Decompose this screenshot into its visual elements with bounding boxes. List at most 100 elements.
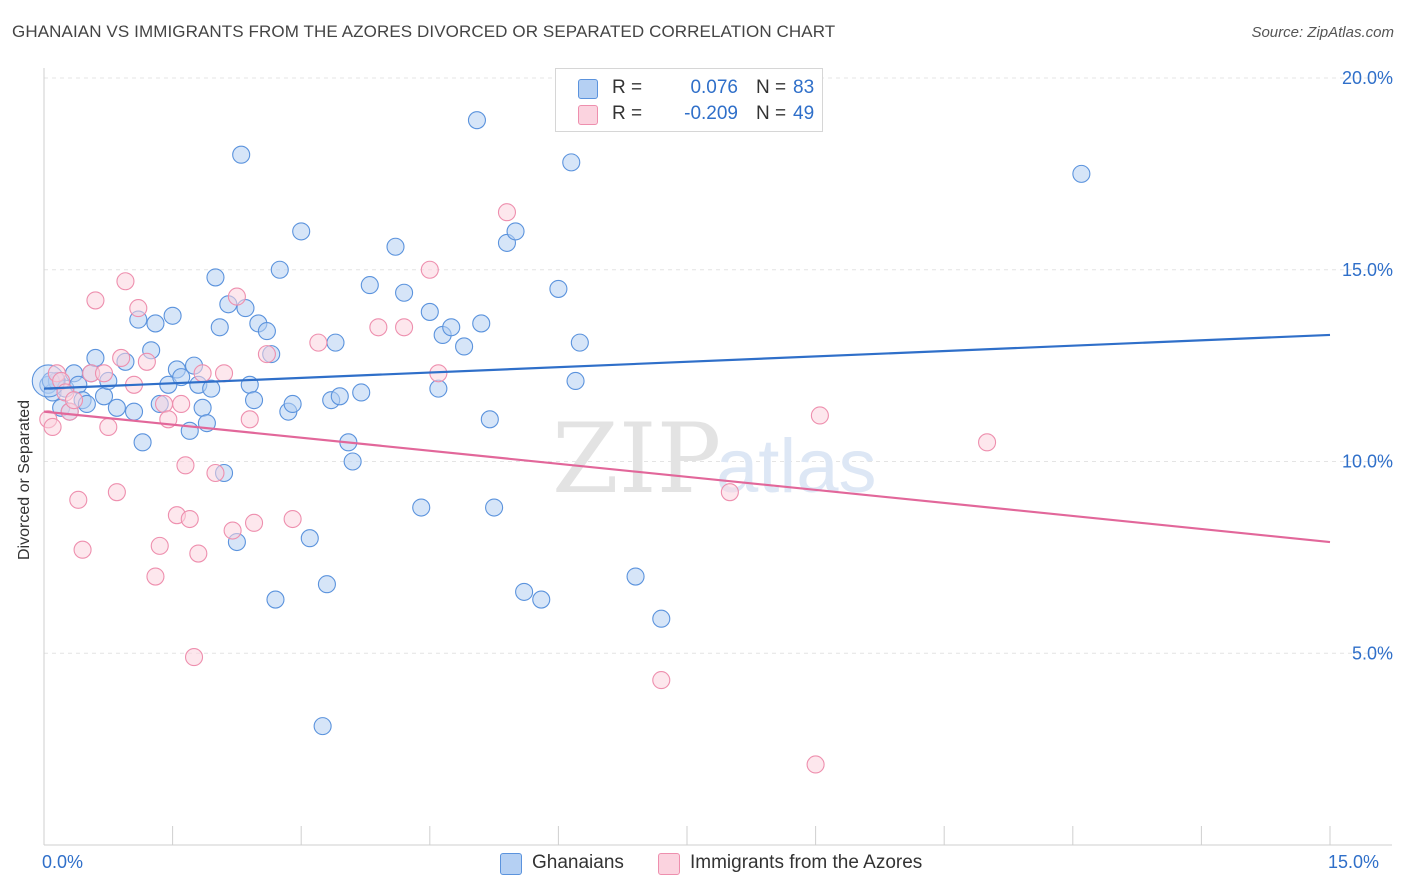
azores-point — [497, 203, 517, 222]
azores-point — [240, 410, 259, 429]
azores-point — [309, 333, 328, 352]
r-label: R = — [612, 103, 643, 124]
azores-point — [99, 417, 118, 437]
azores-point — [154, 394, 174, 414]
watermark-atlas: atlas — [716, 424, 877, 509]
azores-point — [116, 272, 135, 291]
y-tick-label-2: 15.0% — [1342, 260, 1393, 280]
ghanaian-trend-line — [43, 333, 1331, 390]
r-label: R = — [612, 77, 643, 98]
ghanaian-point — [360, 276, 379, 295]
ghanaian-point — [343, 452, 362, 471]
ghanaian-point — [107, 398, 126, 417]
ghanaian-point — [313, 717, 332, 736]
ghanaian-point — [626, 567, 645, 586]
ghanaian-point — [472, 314, 491, 333]
ghanaian-point — [232, 145, 251, 164]
azores-point — [69, 490, 88, 509]
ghanaian-point — [163, 306, 182, 325]
n-value: 83 — [793, 77, 815, 98]
azores-point — [420, 260, 439, 279]
azores-point — [193, 364, 212, 383]
y-tick-label-0: 5.0% — [1352, 643, 1393, 663]
ghanaian-point — [172, 368, 191, 387]
azores-point — [257, 345, 276, 364]
stats-legend: R = 0.076 N = 83 R = -0.209 N = 49 — [555, 68, 823, 132]
ghanaian-point — [244, 391, 264, 410]
azores-point — [176, 456, 195, 475]
ghanaian-point — [146, 314, 165, 333]
ghanaian-point — [420, 302, 439, 321]
azores-point — [395, 318, 414, 337]
azores-point — [978, 433, 997, 452]
azores-point — [214, 364, 234, 383]
y-tick-labels: 5.0% 10.0% 15.0% 20.0% — [1342, 68, 1393, 663]
chart-title: GHANAIAN VS IMMIGRANTS FROM THE AZORES D… — [12, 22, 836, 41]
azores-trend-line — [43, 410, 1331, 544]
azores-point — [244, 513, 264, 532]
ghanaian-point — [485, 498, 504, 517]
x-tick-label-max: 15.0% — [1328, 852, 1380, 872]
x-tick-label-min: 0.0% — [42, 852, 84, 872]
azores-point — [810, 406, 829, 425]
n-label: N = — [756, 103, 787, 124]
azores-point — [73, 540, 92, 559]
azores-point — [180, 509, 199, 529]
azores-point — [43, 417, 62, 437]
ghanaian-point — [193, 398, 212, 417]
ghanaian-point — [652, 609, 671, 628]
ghanaian-point — [395, 283, 414, 302]
source-label: Source: ZipAtlas.com — [1251, 24, 1394, 41]
azores-point — [369, 318, 388, 337]
watermark: ZIP atlas — [552, 403, 877, 515]
azores-point — [129, 299, 148, 318]
legend-swatch-azores — [578, 105, 598, 125]
r-value: -0.209 — [684, 103, 738, 124]
azores-point — [64, 391, 84, 410]
n-label: N = — [756, 77, 787, 98]
legend-swatch-ghanaians — [578, 79, 598, 99]
ghanaian-point — [429, 379, 448, 398]
ghanaian-point — [352, 383, 371, 402]
ghanaian-point — [270, 260, 289, 279]
ghanaian-point — [442, 318, 461, 337]
ghanaian-point — [210, 318, 229, 337]
watermark-zip: ZIP — [552, 403, 721, 515]
ghanaian-point — [1072, 164, 1091, 183]
ghanaian-point — [455, 337, 474, 356]
azores-point — [283, 509, 302, 529]
ghanaian-point — [467, 111, 487, 130]
azores-point — [107, 483, 126, 502]
azores-point — [184, 648, 204, 667]
ghanaian-point — [292, 222, 311, 241]
ghanaian-point — [124, 402, 144, 421]
azores-point — [806, 755, 825, 774]
trend-lines — [43, 333, 1331, 544]
azores-point — [150, 536, 169, 555]
legend-label-ghanaians: Ghanaians — [532, 852, 624, 873]
grid-lines — [44, 77, 1392, 654]
axes — [43, 68, 1392, 846]
r-value: 0.076 — [690, 77, 738, 98]
ghanaian-point — [266, 590, 285, 609]
ghanaian-point — [317, 575, 336, 594]
azores-point — [172, 394, 191, 414]
azores-point — [720, 483, 739, 502]
y-tick-label-3: 20.0% — [1342, 68, 1393, 88]
series-azores-points — [39, 203, 997, 774]
ghanaian-point — [133, 433, 152, 452]
ghanaian-point — [386, 237, 405, 256]
ghanaian-point — [562, 153, 581, 172]
azores-point — [227, 287, 246, 306]
ghanaian-point — [549, 279, 568, 298]
n-value: 49 — [793, 103, 815, 124]
azores-point — [146, 567, 165, 586]
azores-point — [189, 544, 208, 563]
ghanaian-point — [330, 387, 349, 406]
ghanaian-point — [300, 529, 319, 548]
azores-point — [86, 291, 105, 310]
ghanaian-point — [283, 394, 302, 414]
azores-point — [112, 348, 131, 368]
ghanaian-point — [412, 498, 431, 517]
